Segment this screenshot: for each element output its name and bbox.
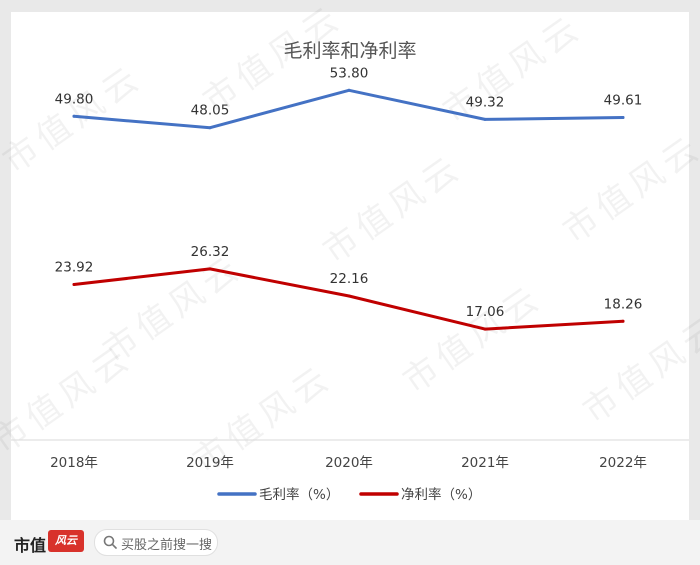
data-point [347, 88, 351, 92]
search-icon [103, 535, 117, 549]
data-label: 48.05 [191, 103, 230, 119]
data-label: 49.32 [466, 94, 505, 110]
legend-label: 净利率（%） [401, 486, 481, 503]
data-point [72, 283, 76, 286]
data-label: 23.92 [55, 260, 94, 276]
data-label: 26.32 [191, 244, 230, 260]
x-tick-label: 2021年 [461, 455, 509, 471]
data-label: 17.06 [466, 304, 505, 320]
data-point [621, 319, 625, 323]
data-label: 22.16 [330, 271, 369, 287]
x-tick-label: 2018年 [50, 455, 98, 471]
data-point [621, 116, 625, 119]
x-tick-label: 2020年 [325, 455, 373, 471]
footer-bar: 市值 风云 买股之前搜一搜 [0, 520, 700, 565]
data-label: 49.61 [604, 93, 643, 109]
x-tick-label: 2022年 [599, 455, 647, 471]
chart-card: 市值风云 市值风云 市值风云 市值风云 市值风云 市值风云 市值风云 市值风云 … [0, 0, 700, 520]
data-point [208, 126, 212, 130]
search-box[interactable]: 买股之前搜一搜 [94, 529, 218, 556]
chart: 毛利率和净利率 2018年 2019年 2020年 2021年 2022年 49.80 48.… [11, 40, 689, 503]
data-label: 18.26 [604, 296, 643, 312]
data-point [483, 327, 487, 331]
x-tick-label: 2019年 [186, 455, 234, 471]
search-placeholder: 买股之前搜一搜 [121, 538, 213, 553]
data-point [208, 267, 212, 271]
data-label: 53.80 [330, 65, 369, 81]
data-point [72, 114, 76, 118]
chart-title: 毛利率和净利率 [283, 40, 416, 62]
brand-logo: 风云 [48, 530, 84, 552]
data-point [347, 294, 351, 298]
series-line-1 [72, 88, 625, 130]
legend-label: 毛利率（%） [259, 486, 339, 503]
data-label: 49.80 [55, 91, 94, 107]
brand-name: 市值 [14, 536, 47, 555]
data-point [483, 117, 487, 121]
